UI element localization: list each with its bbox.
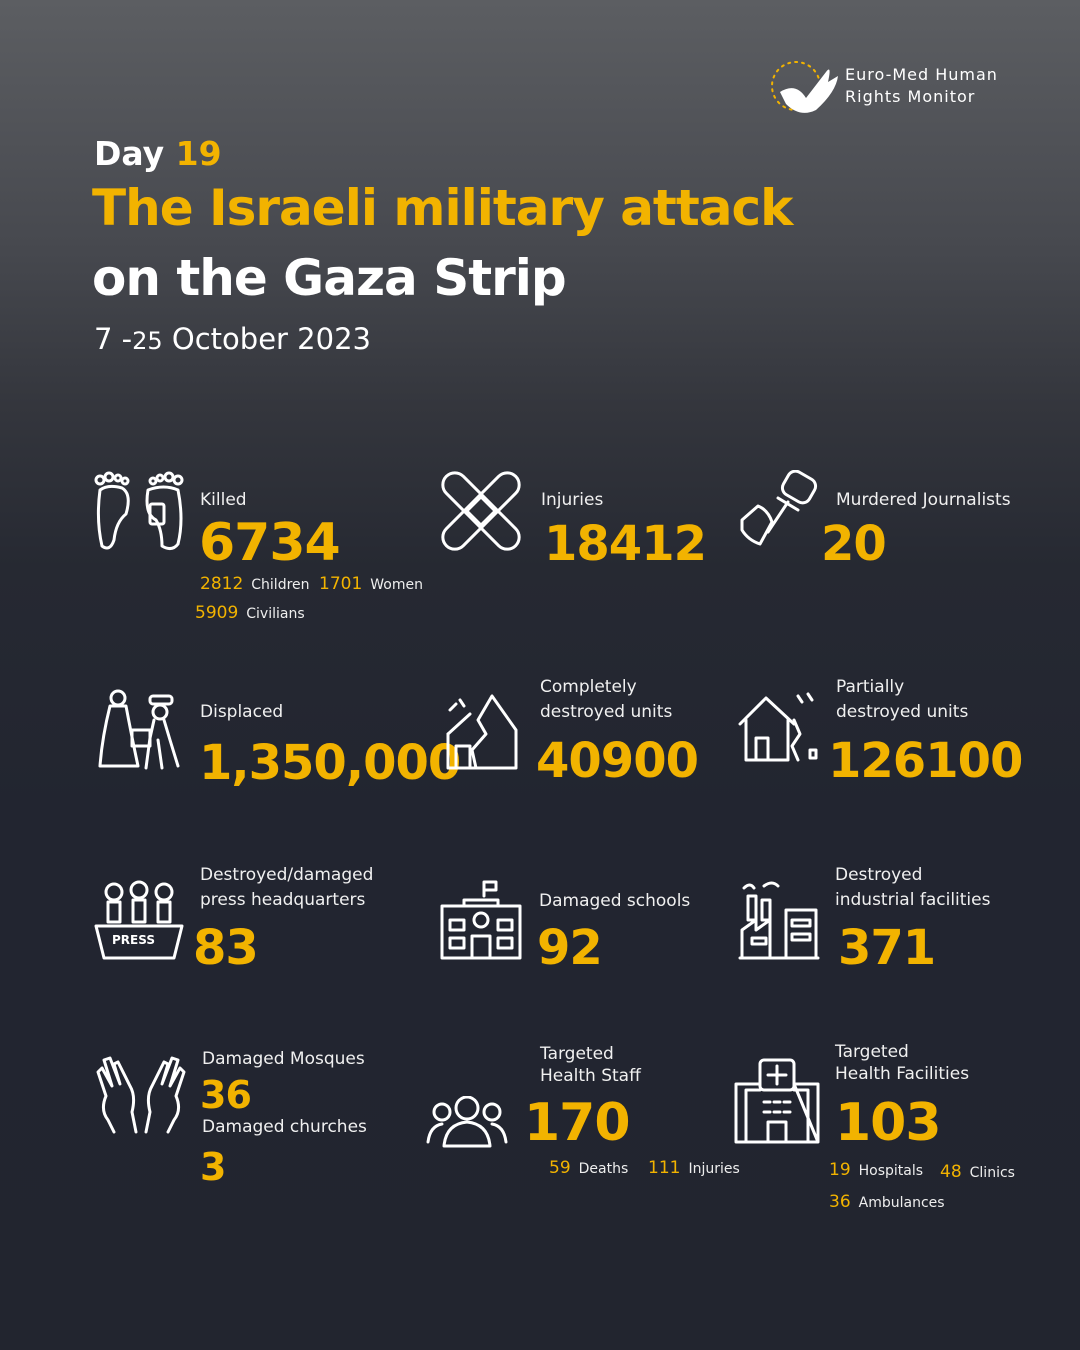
facilities-ambulances: 36 Ambulances	[829, 1192, 945, 1212]
complete-label-line2: destroyed units	[540, 702, 673, 722]
day-number: 19	[175, 134, 222, 173]
complete-label: Completely destroyed units	[540, 675, 672, 725]
hospitals-count: 19	[829, 1160, 851, 1180]
praying-hands-icon	[96, 1056, 186, 1134]
press-sign: PRESS	[112, 933, 155, 947]
health-staff-icon	[426, 1096, 508, 1148]
press-label: Destroyed/damaged press headquarters	[200, 863, 373, 913]
staff-deaths: 59 Deaths	[549, 1158, 628, 1178]
partial-label: Partially destroyed units	[836, 675, 968, 725]
org-name: Euro-Med Human Rights Monitor	[845, 64, 998, 108]
children-label: Children	[251, 577, 310, 593]
facilities-label-line1: Targeted	[835, 1042, 909, 1062]
facilities-clinics: 48 Clinics	[940, 1162, 1015, 1182]
displaced-value: 1,350,000	[199, 735, 461, 791]
press-microphones-icon	[94, 880, 184, 960]
clinics-label: Clinics	[969, 1165, 1015, 1181]
press-label-line1: Destroyed/damaged	[200, 865, 374, 885]
bandage-icon	[441, 471, 521, 551]
mosques-value: 36	[200, 1073, 252, 1117]
hospital-icon	[734, 1058, 820, 1144]
staff-deaths-count: 59	[549, 1158, 571, 1178]
factory-icon	[738, 881, 820, 960]
churches-label: Damaged churches	[202, 1117, 367, 1137]
ambulances-label: Ambulances	[858, 1195, 945, 1211]
children-count: 2812	[200, 574, 244, 594]
women-count: 1701	[319, 574, 363, 594]
civilians-count: 5909	[195, 603, 239, 623]
staff-injuries-label: Injuries	[688, 1161, 740, 1177]
injuries-value: 18412	[544, 516, 707, 572]
press-label-line2: press headquarters	[200, 890, 366, 910]
org-name-line1: Euro-Med Human	[845, 65, 998, 84]
killed-label: Killed	[200, 490, 247, 510]
women-label: Women	[370, 577, 423, 593]
day-label: Day	[94, 134, 165, 173]
facilities-label: Targeted Health Facilities	[835, 1041, 969, 1085]
killed-civilians: 5909 Civilians	[195, 603, 305, 623]
org-name-line2: Rights Monitor	[845, 87, 976, 106]
destroyed-house-icon	[446, 694, 518, 770]
facilities-hospitals: 19 Hospitals	[829, 1160, 923, 1180]
date-range: 7 -25 October 2023	[94, 322, 371, 356]
facilities-value: 103	[835, 1093, 942, 1153]
partial-value: 126100	[828, 733, 1023, 789]
journalists-label: Murdered Journalists	[836, 490, 1011, 510]
complete-value: 40900	[536, 733, 699, 789]
staff-label: Targeted Health Staff	[540, 1043, 641, 1087]
churches-value: 3	[200, 1145, 226, 1189]
mosques-label: Damaged Mosques	[202, 1049, 365, 1069]
school-building-icon	[440, 880, 522, 960]
facilities-label-line2: Health Facilities	[835, 1064, 970, 1084]
civilians-label: Civilians	[246, 606, 305, 622]
page-title-line2: on the Gaza Strip	[92, 249, 567, 307]
damaged-house-icon	[738, 692, 818, 762]
displaced-people-icon	[98, 689, 180, 770]
feet-tag-icon	[94, 471, 184, 551]
industrial-label-line2: industrial facilities	[835, 890, 991, 910]
clinics-count: 48	[940, 1162, 962, 1182]
staff-value: 170	[524, 1093, 631, 1153]
partial-label-line1: Partially	[836, 677, 905, 697]
schools-label: Damaged schools	[539, 891, 691, 911]
killed-children: 2812 Children	[200, 574, 310, 594]
staff-label-line1: Targeted	[540, 1044, 614, 1064]
press-value: 83	[193, 920, 259, 976]
day-heading: Day 19	[94, 134, 222, 173]
ambulances-count: 36	[829, 1192, 851, 1212]
industrial-label-line1: Destroyed	[835, 865, 923, 885]
date-day: 25	[132, 327, 163, 355]
microphone-hand-icon	[740, 470, 818, 546]
staff-injuries-count: 111	[648, 1158, 681, 1178]
staff-label-line2: Health Staff	[540, 1066, 641, 1086]
journalists-value: 20	[821, 516, 887, 572]
staff-deaths-label: Deaths	[578, 1161, 629, 1177]
industrial-value: 371	[838, 920, 936, 976]
partial-label-line2: destroyed units	[836, 702, 969, 722]
killed-women: 1701 Women	[319, 574, 423, 594]
displaced-label: Displaced	[200, 702, 284, 722]
page-title-line1: The Israeli military attack	[92, 179, 793, 237]
date-month-year: October 2023	[171, 322, 371, 356]
injuries-label: Injuries	[541, 490, 604, 510]
staff-injuries: 111 Injuries	[648, 1158, 740, 1178]
schools-value: 92	[537, 920, 603, 976]
date-start: 7 -	[94, 322, 133, 356]
industrial-label: Destroyed industrial facilities	[835, 863, 990, 913]
org-logo	[766, 52, 844, 124]
killed-value: 6734	[199, 513, 341, 573]
complete-label-line1: Completely	[540, 677, 637, 697]
hospitals-label: Hospitals	[858, 1163, 924, 1179]
dove-hand-icon	[771, 61, 838, 113]
